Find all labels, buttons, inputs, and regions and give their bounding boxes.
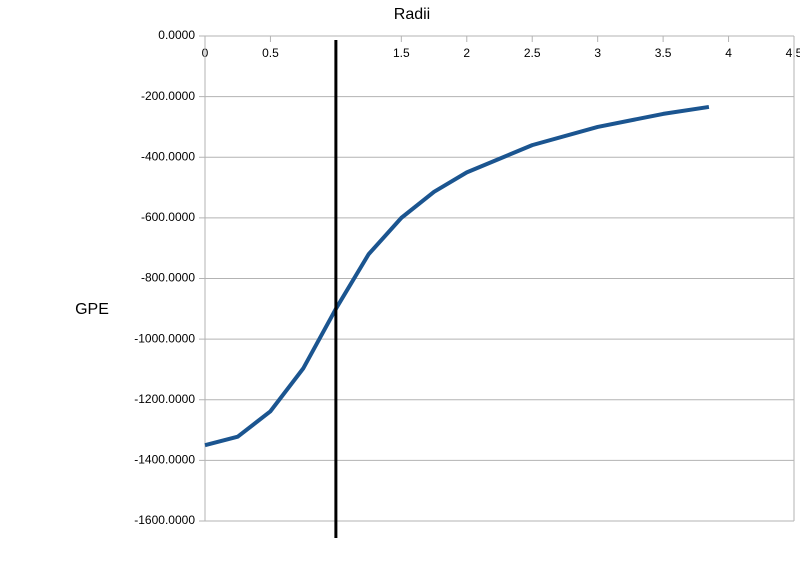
y-tick-label: -1200.0000 [134, 392, 195, 406]
y-tick-label: -1600.0000 [134, 513, 195, 527]
x-tick-label: 2.5 [524, 46, 541, 60]
x-tick-label: 3 [594, 46, 601, 60]
y-tick-label: -1000.0000 [134, 331, 195, 345]
x-tick-label: 0.5 [262, 46, 279, 60]
y-axis-label: GPE [75, 301, 109, 318]
y-tick-label: -1400.0000 [134, 453, 195, 467]
x-tick-label: 4 [725, 46, 732, 60]
chart-title: Radii [394, 6, 430, 23]
x-tick-label: 2 [463, 46, 470, 60]
y-tick-label: -200.0000 [141, 89, 195, 103]
y-tick-label: 0.0000 [158, 28, 195, 42]
y-tick-label: -400.0000 [141, 149, 195, 163]
y-tick-label: -800.0000 [141, 271, 195, 285]
data-line [204, 104, 710, 448]
x-tick-label: 1.5 [393, 46, 410, 60]
x-tick-label: 3.5 [655, 46, 672, 60]
y-tick-label: -600.0000 [141, 210, 195, 224]
x-tick-label: 4.5 [786, 46, 800, 60]
